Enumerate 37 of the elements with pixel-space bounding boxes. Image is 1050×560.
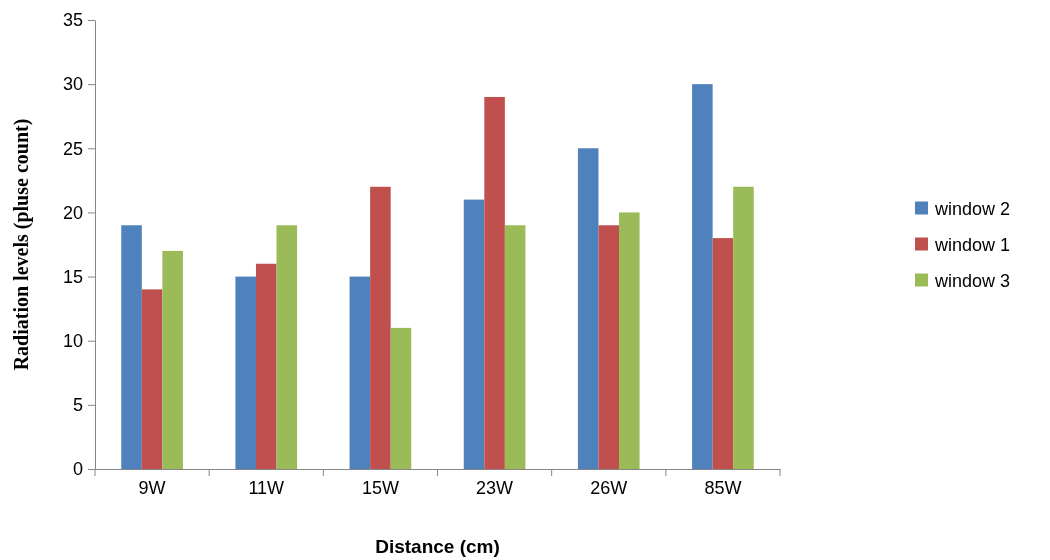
- bar: [733, 186, 754, 469]
- bar: [692, 84, 713, 469]
- bar: [349, 276, 371, 469]
- bar: [141, 289, 163, 469]
- x-tick-label: 85W: [704, 478, 742, 498]
- bar: [504, 225, 526, 469]
- bar: [276, 225, 298, 469]
- bar: [255, 263, 277, 469]
- y-axis-title: Radiation levels (pluse count): [10, 118, 33, 371]
- y-tick-label: 10: [62, 330, 83, 351]
- bar: [598, 225, 620, 469]
- y-tick-label: 35: [62, 10, 83, 31]
- legend-label: window 2: [934, 198, 1011, 219]
- bar: [235, 276, 256, 469]
- bar: [162, 250, 183, 469]
- y-tick-label: 30: [62, 74, 83, 95]
- bar: [370, 186, 391, 469]
- x-axis-title: Distance (cm): [375, 536, 500, 557]
- y-tick-label: 5: [72, 395, 83, 416]
- x-tick-label: 23W: [476, 478, 514, 498]
- y-tick-label: 25: [62, 138, 83, 159]
- legend-label: window 3: [934, 270, 1011, 291]
- y-tick-label: 0: [72, 459, 83, 480]
- bar: [577, 148, 599, 469]
- x-tick-label: 26W: [590, 478, 628, 498]
- x-tick-label: 15W: [361, 478, 399, 498]
- y-tick-label: 15: [62, 266, 83, 287]
- bar: [712, 238, 734, 469]
- bar: [390, 327, 412, 469]
- bar: [121, 225, 142, 469]
- bar: [619, 212, 640, 469]
- x-tick-label: 9W: [138, 478, 166, 498]
- bar: [484, 96, 505, 469]
- bar: [463, 199, 485, 469]
- x-tick-label: 11W: [248, 478, 285, 498]
- legend-label: window 1: [934, 234, 1011, 255]
- y-tick-label: 20: [62, 202, 83, 223]
